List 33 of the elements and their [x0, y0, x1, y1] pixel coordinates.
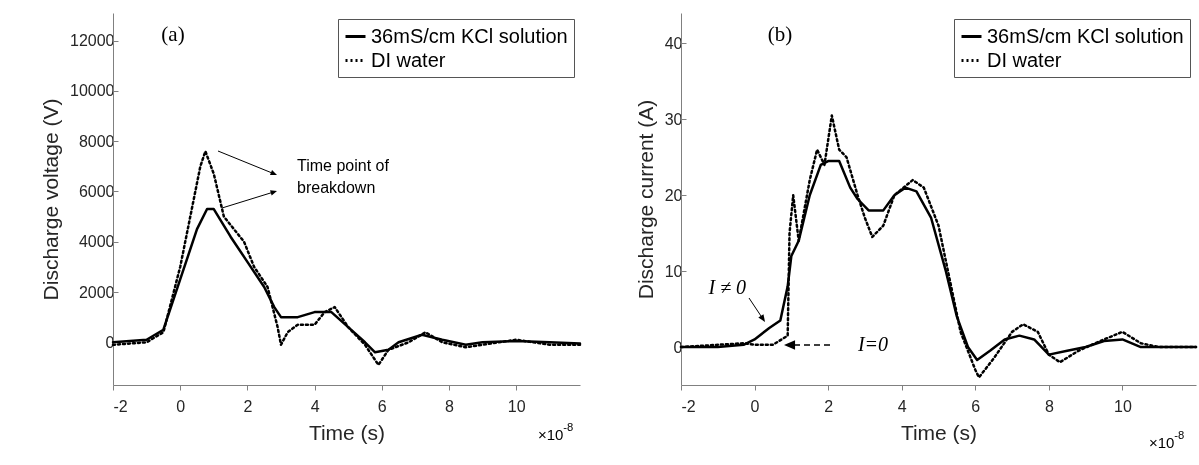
legend-label: DI water [371, 48, 446, 71]
y-tick-label: 6000 [78, 182, 115, 200]
y-tick-label: 2000 [78, 283, 115, 301]
x-tick-label: -2 [681, 397, 696, 415]
x-tick-label: 4 [897, 397, 907, 415]
legend-label: DI water [987, 48, 1062, 71]
annotation: I ≠ 0 [707, 276, 747, 299]
x-tick-label: 6 [377, 397, 387, 415]
y-axis-title: Discharge voltage (V) [39, 98, 63, 301]
legend-label: 36mS/cm KCl solution [371, 24, 568, 47]
legend-label: 36mS/cm KCl solution [987, 24, 1184, 47]
y-tick-label: 12000 [70, 32, 115, 50]
y-tick-label: 4000 [78, 233, 115, 251]
annotation: (a) [161, 22, 185, 46]
x-tick-label: 6 [971, 397, 981, 415]
y-axis-title: Discharge current (A) [633, 99, 657, 300]
x-tick-label: 2 [243, 397, 253, 415]
x-tick-label: 0 [176, 397, 186, 415]
y-tick-label: 8000 [78, 132, 115, 150]
x-tick-label: 10 [507, 397, 526, 415]
x-tick-label: 8 [445, 397, 455, 415]
annotation: Time point of breakdown [297, 157, 390, 197]
x-tick-label: -2 [113, 397, 128, 415]
x-axis-title: Time (s) [308, 420, 386, 444]
x-tick-label: 10 [1114, 397, 1132, 415]
x-tick-label: 2 [824, 397, 834, 415]
x-tick-label: 8 [1044, 397, 1054, 415]
annotation: (b) [767, 22, 793, 46]
x-axis-title: Time (s) [900, 420, 978, 444]
annotation: I=0 [856, 333, 889, 355]
x-tick-label: 0 [750, 397, 760, 415]
x-tick-label: 4 [310, 397, 320, 415]
y-tick-label: 10000 [70, 82, 115, 100]
